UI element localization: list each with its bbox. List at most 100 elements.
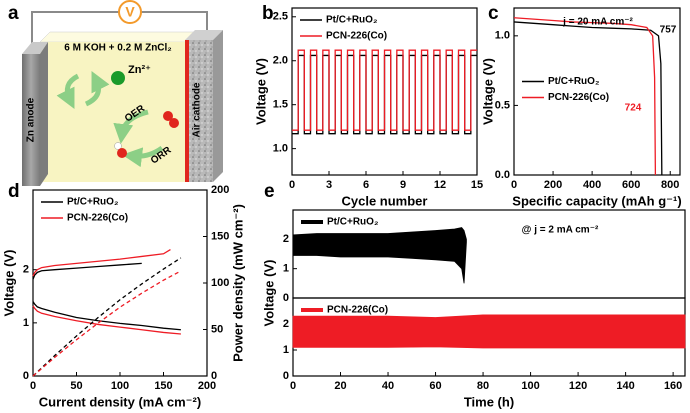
y-axis-label: Voltage (V) bbox=[1, 250, 16, 317]
x-tick-label: 100 bbox=[521, 380, 539, 392]
x-tick-label: 160 bbox=[664, 380, 682, 392]
y-tick-label: 1 bbox=[283, 344, 289, 356]
x-tick-label: 20 bbox=[334, 380, 346, 392]
data-line bbox=[32, 262, 142, 280]
y2-tick-label: 50 bbox=[211, 323, 223, 335]
plot-frame bbox=[513, 7, 681, 176]
panel-label: d bbox=[8, 181, 20, 202]
hydrogen bbox=[114, 142, 122, 150]
x-tick-label: 140 bbox=[616, 380, 634, 392]
oxygen bbox=[163, 111, 173, 121]
x-tick-label: 12 bbox=[434, 179, 446, 191]
legend-label: PCN-226(Co) bbox=[327, 305, 388, 316]
voltmeter-label: V bbox=[125, 4, 135, 20]
panel-label: b bbox=[262, 3, 274, 24]
x-tick-label: 60 bbox=[429, 380, 441, 392]
panel-label: e bbox=[264, 181, 275, 202]
x-tick-label: 120 bbox=[569, 380, 587, 392]
data-line bbox=[32, 305, 181, 335]
arrow bbox=[113, 109, 149, 144]
y-tick-label: 0 bbox=[283, 370, 289, 382]
wire bbox=[31, 11, 119, 46]
ion-label: Zn²⁺ bbox=[128, 64, 151, 76]
data-line bbox=[32, 248, 171, 277]
x-tick-label: 200 bbox=[198, 380, 216, 392]
data-line bbox=[32, 270, 182, 377]
y2-tick-label: 200 bbox=[211, 184, 229, 196]
anode-side bbox=[40, 42, 48, 186]
x-tick-label: 3 bbox=[326, 179, 332, 191]
annotation: @ j = 2 mA cm⁻² bbox=[522, 225, 599, 236]
arrow bbox=[122, 145, 164, 168]
legend-label: PCN-226(Co) bbox=[548, 92, 609, 103]
y-tick-label: 2 bbox=[23, 264, 29, 276]
x-tick-label: 0 bbox=[289, 179, 295, 191]
data-line bbox=[292, 49, 477, 131]
arrow bbox=[56, 73, 80, 109]
data-line bbox=[513, 21, 663, 176]
battery-diagram: a V Zn anode Air cathode 6 M KOH + 0.2 M… bbox=[8, 0, 223, 186]
y-axis-label: Voltage (V) bbox=[261, 260, 276, 327]
panel-label: a bbox=[8, 3, 19, 24]
legend-label: Pt/C+RuO₂ bbox=[327, 217, 378, 228]
x-tick-label: 600 bbox=[622, 179, 640, 191]
y-tick-label: 2 bbox=[283, 318, 289, 330]
x-axis-label: Cycle number bbox=[342, 193, 428, 208]
x-tick-label: 50 bbox=[70, 380, 82, 392]
y-tick-label: 2.5 bbox=[273, 11, 288, 23]
x-axis-label: Time (h) bbox=[464, 394, 514, 409]
legend-label: Pt/C+RuO₂ bbox=[67, 197, 118, 208]
panel-label: c bbox=[488, 3, 499, 24]
legend-label: Pt/C+RuO₂ bbox=[548, 76, 599, 87]
x-tick-label: 6 bbox=[363, 179, 369, 191]
x-tick-label: 400 bbox=[583, 179, 601, 191]
wire bbox=[141, 11, 208, 36]
arrow bbox=[84, 71, 110, 107]
x-tick-label: 15 bbox=[471, 179, 483, 191]
voltage-band bbox=[292, 227, 467, 284]
y-tick-label: 2.0 bbox=[273, 55, 288, 67]
cathode-label: Air cathode bbox=[192, 82, 203, 137]
x-tick-label: 0 bbox=[511, 179, 517, 191]
zn-ion bbox=[111, 71, 125, 85]
x-axis-label: Specific capacity (mAh g⁻¹) bbox=[512, 193, 681, 208]
anode-label: Zn anode bbox=[26, 97, 37, 142]
legend-label: PCN-226(Co) bbox=[67, 213, 128, 224]
air-cathode bbox=[189, 40, 213, 182]
y-tick-label: 1.5 bbox=[273, 99, 288, 111]
x-tick-label: 0 bbox=[290, 380, 296, 392]
y2-tick-label: 150 bbox=[211, 230, 229, 242]
data-line bbox=[513, 17, 657, 176]
oxygen bbox=[169, 118, 179, 128]
data-line bbox=[32, 301, 181, 331]
voltage-band bbox=[292, 314, 686, 349]
y-tick-label: 1 bbox=[23, 317, 29, 329]
legend-label: PCN-226(Co) bbox=[326, 31, 387, 42]
y-tick-label: 1.0 bbox=[495, 30, 510, 42]
catalyst-layer bbox=[185, 40, 189, 182]
x-tick-label: 100 bbox=[111, 380, 129, 392]
data-line bbox=[32, 257, 182, 377]
x-tick-label: 200 bbox=[544, 179, 562, 191]
oxygen bbox=[117, 148, 127, 158]
legend-label: Pt/C+RuO₂ bbox=[326, 15, 377, 26]
y-tick-label: 2 bbox=[283, 233, 289, 245]
annotation: j = 20 mA cm⁻² bbox=[562, 17, 633, 28]
y2-tick-label: 0 bbox=[211, 370, 217, 382]
x-tick-label: 80 bbox=[477, 380, 489, 392]
cathode-side bbox=[213, 30, 223, 182]
x-tick-label: 0 bbox=[30, 380, 36, 392]
plot-frame bbox=[291, 7, 478, 176]
annotation: 724 bbox=[625, 103, 642, 114]
x-tick-label: 9 bbox=[400, 179, 406, 191]
y-tick-label: 0 bbox=[283, 292, 289, 304]
x-tick-label: 40 bbox=[382, 380, 394, 392]
x-tick-label: 150 bbox=[154, 380, 172, 392]
y2-tick-label: 100 bbox=[211, 277, 229, 289]
electrolyte-label: 6 M KOH + 0.2 M ZnCl₂ bbox=[64, 43, 172, 54]
x-axis-label: Current density (mA cm⁻²) bbox=[39, 394, 201, 409]
y2-axis-label: Power density (mW cm⁻²) bbox=[230, 204, 245, 362]
y-tick-label: 1 bbox=[283, 263, 289, 275]
y-tick-label: 0 bbox=[23, 370, 29, 382]
